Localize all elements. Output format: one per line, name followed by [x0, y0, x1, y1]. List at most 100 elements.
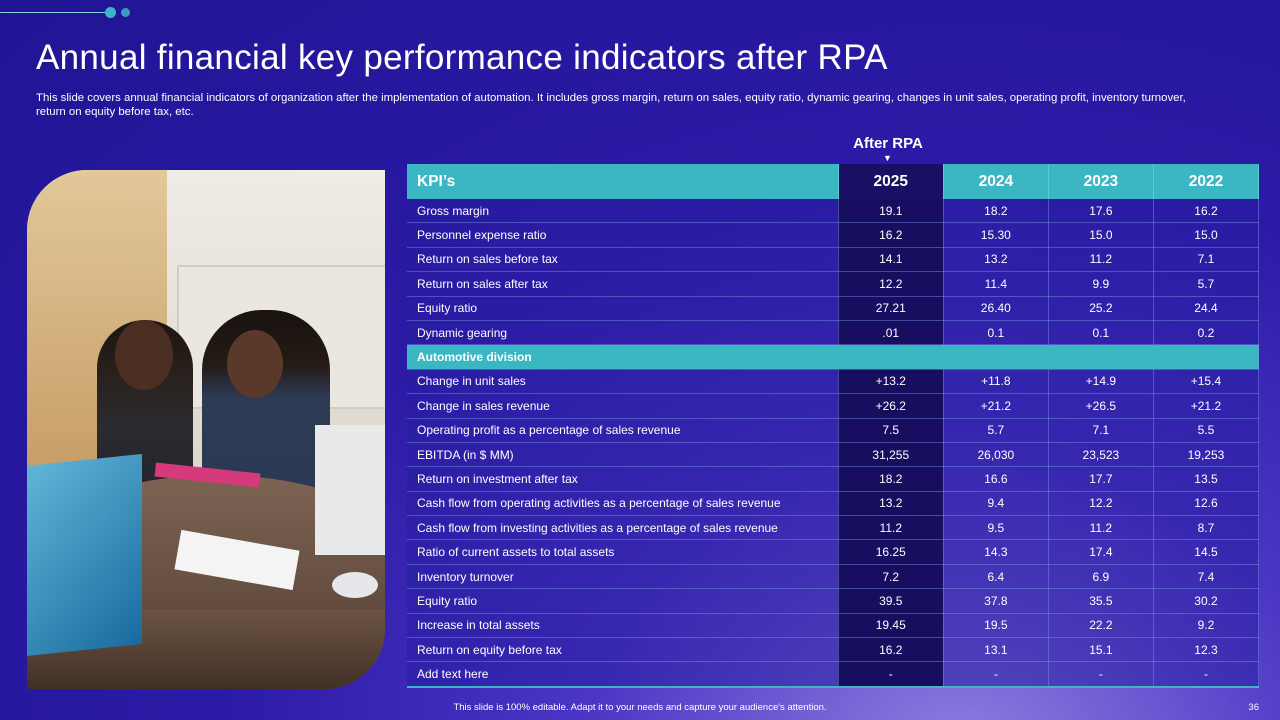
kpi-value-cell: +11.8 — [943, 369, 1049, 395]
kpi-value-cell: 27.21 — [838, 296, 944, 321]
kpi-value-cell: 7.1 — [1048, 418, 1154, 443]
kpi-value-cell: 11.2 — [1048, 515, 1154, 541]
slide-subtitle: This slide covers annual financial indic… — [36, 92, 1186, 118]
kpi-value-cell: 22.2 — [1048, 613, 1154, 639]
kpi-value-cell: 9.2 — [1153, 613, 1260, 639]
kpi-value-cell: 9.9 — [1048, 271, 1154, 297]
table-row: Cash flow from operating activities as a… — [407, 491, 1260, 517]
header-2022: 2022 — [1153, 164, 1260, 199]
kpi-value-cell: 13.5 — [1153, 466, 1260, 492]
kpi-value-cell: - — [1153, 661, 1260, 688]
kpi-value-cell: 17.7 — [1048, 466, 1154, 492]
kpi-name-cell: Ratio of current assets to total assets — [407, 539, 839, 565]
kpi-value-cell: +21.2 — [1153, 393, 1260, 419]
kpi-name-cell: Return on sales before tax — [407, 247, 839, 273]
kpi-value-cell: 12.6 — [1153, 491, 1260, 517]
table-row: EBITDA (in $ MM) 31,255 26,030 23,523 19,253 — [407, 442, 1260, 468]
table-row: Change in unit sales +13.2 +11.8 +14.9 +15.4 — [407, 369, 1260, 395]
kpi-value-cell: 0.2 — [1153, 320, 1260, 346]
kpi-value-cell: .01 — [838, 320, 944, 346]
kpi-value-cell: 26,030 — [943, 442, 1049, 468]
kpi-value-cell: 37.8 — [943, 588, 1049, 614]
kpi-value-cell: 5.5 — [1153, 418, 1260, 443]
kpi-value-cell: +14.9 — [1048, 369, 1154, 395]
kpi-value-cell: 6.4 — [943, 564, 1049, 590]
kpi-value-cell: 14.3 — [943, 539, 1049, 565]
kpi-value-cell: 19.5 — [943, 613, 1049, 639]
header-2024: 2024 — [943, 164, 1049, 199]
kpi-value-cell: 7.2 — [838, 564, 944, 590]
kpi-name-cell: Return on investment after tax — [407, 466, 839, 492]
kpi-name-cell: Cash flow from investing activities as a… — [407, 515, 839, 541]
table-row: Ratio of current assets to total assets 1… — [407, 539, 1260, 565]
kpi-name-cell: Gross margin — [407, 199, 839, 224]
kpi-value-cell: 16.6 — [943, 466, 1049, 492]
kpi-value-cell: 18.2 — [943, 199, 1049, 224]
decorative-dot — [121, 8, 130, 17]
kpi-value-cell: +26.2 — [838, 393, 944, 419]
kpi-value-cell: 14.1 — [838, 247, 944, 273]
after-rpa-label: After RPA — [853, 135, 923, 152]
kpi-value-cell: 9.5 — [943, 515, 1049, 541]
kpi-value-cell: 30.2 — [1153, 588, 1260, 614]
slide-title: Annual financial key performance indicat… — [36, 38, 888, 77]
kpi-value-cell: 0.1 — [943, 320, 1049, 346]
kpi-value-cell: 8.7 — [1153, 515, 1260, 541]
table-row: Personnel expense ratio 16.2 15.30 15.0 15.0 — [407, 222, 1260, 248]
kpi-name-cell: Change in sales revenue — [407, 393, 839, 419]
table-row: Return on equity before tax 16.2 13.1 15.1 1… — [407, 637, 1260, 663]
kpi-value-cell: 15.0 — [1048, 222, 1154, 248]
table-row: Inventory turnover 7.2 6.4 6.9 7.4 — [407, 564, 1260, 590]
footer-note: This slide is 100% editable. Adapt it to… — [453, 702, 827, 713]
decorative-line — [0, 12, 108, 13]
kpi-value-cell: 7.5 — [838, 418, 944, 443]
table-row: Operating profit as a percentage of sale… — [407, 418, 1260, 443]
table-row: Change in sales revenue +26.2 +21.2 +26.5 +2… — [407, 393, 1260, 419]
kpi-value-cell: 25.2 — [1048, 296, 1154, 321]
kpi-name-cell: Return on equity before tax — [407, 637, 839, 663]
kpi-value-cell: 11.4 — [943, 271, 1049, 297]
page-number: 36 — [1248, 702, 1259, 713]
table-row: Return on sales before tax 14.1 13.2 11.2 7.… — [407, 247, 1260, 273]
table-row: Return on sales after tax 12.2 11.4 9.9 5.7 — [407, 271, 1260, 297]
section-row: Automotive division — [407, 344, 1259, 370]
kpi-value-cell: 12.2 — [838, 271, 944, 297]
kpi-value-cell: 0.1 — [1048, 320, 1154, 346]
kpi-value-cell: 18.2 — [838, 466, 944, 492]
header-kpi: KPI’s — [407, 164, 839, 199]
kpi-value-cell: - — [838, 661, 944, 688]
kpi-value-cell: +15.4 — [1153, 369, 1260, 395]
kpi-value-cell: - — [943, 661, 1049, 688]
kpi-value-cell: 13.2 — [838, 491, 944, 517]
kpi-value-cell: 12.2 — [1048, 491, 1154, 517]
table-row: Add text here - - - - — [407, 661, 1260, 688]
kpi-value-cell: 15.30 — [943, 222, 1049, 248]
header-2023: 2023 — [1048, 164, 1154, 199]
section-label: Automotive division — [407, 344, 1259, 370]
kpi-name-cell: Dynamic gearing — [407, 320, 839, 346]
kpi-name-cell: Cash flow from operating activities as a… — [407, 491, 839, 517]
kpi-value-cell: 16.2 — [1153, 199, 1260, 224]
table-row: Return on investment after tax 18.2 16.6 17… — [407, 466, 1260, 492]
kpi-value-cell: 7.1 — [1153, 247, 1260, 273]
kpi-name-cell: Personnel expense ratio — [407, 222, 839, 248]
kpi-value-cell: 19.45 — [838, 613, 944, 639]
kpi-value-cell: 14.5 — [1153, 539, 1260, 565]
table-row: Increase in total assets 19.45 19.5 22.2 9.2 — [407, 613, 1260, 639]
kpi-value-cell: +26.5 — [1048, 393, 1154, 419]
kpi-value-cell: 7.4 — [1153, 564, 1260, 590]
decorative-dot — [105, 7, 116, 18]
kpi-value-cell: 15.0 — [1153, 222, 1260, 248]
kpi-name-cell: EBITDA (in $ MM) — [407, 442, 839, 468]
kpi-value-cell: 9.4 — [943, 491, 1049, 517]
table-row: Equity ratio 27.21 26.40 25.2 24.4 — [407, 296, 1260, 321]
kpi-name-cell: Equity ratio — [407, 296, 839, 321]
header-2025: 2025 — [838, 164, 944, 199]
meeting-photo — [27, 170, 385, 689]
table-row: Gross margin 19.1 18.2 17.6 16.2 — [407, 199, 1260, 224]
kpi-value-cell: +21.2 — [943, 393, 1049, 419]
kpi-value-cell: 35.5 — [1048, 588, 1154, 614]
kpi-name-cell: Inventory turnover — [407, 564, 839, 590]
kpi-value-cell: 5.7 — [943, 418, 1049, 443]
kpi-value-cell: 16.2 — [838, 222, 944, 248]
